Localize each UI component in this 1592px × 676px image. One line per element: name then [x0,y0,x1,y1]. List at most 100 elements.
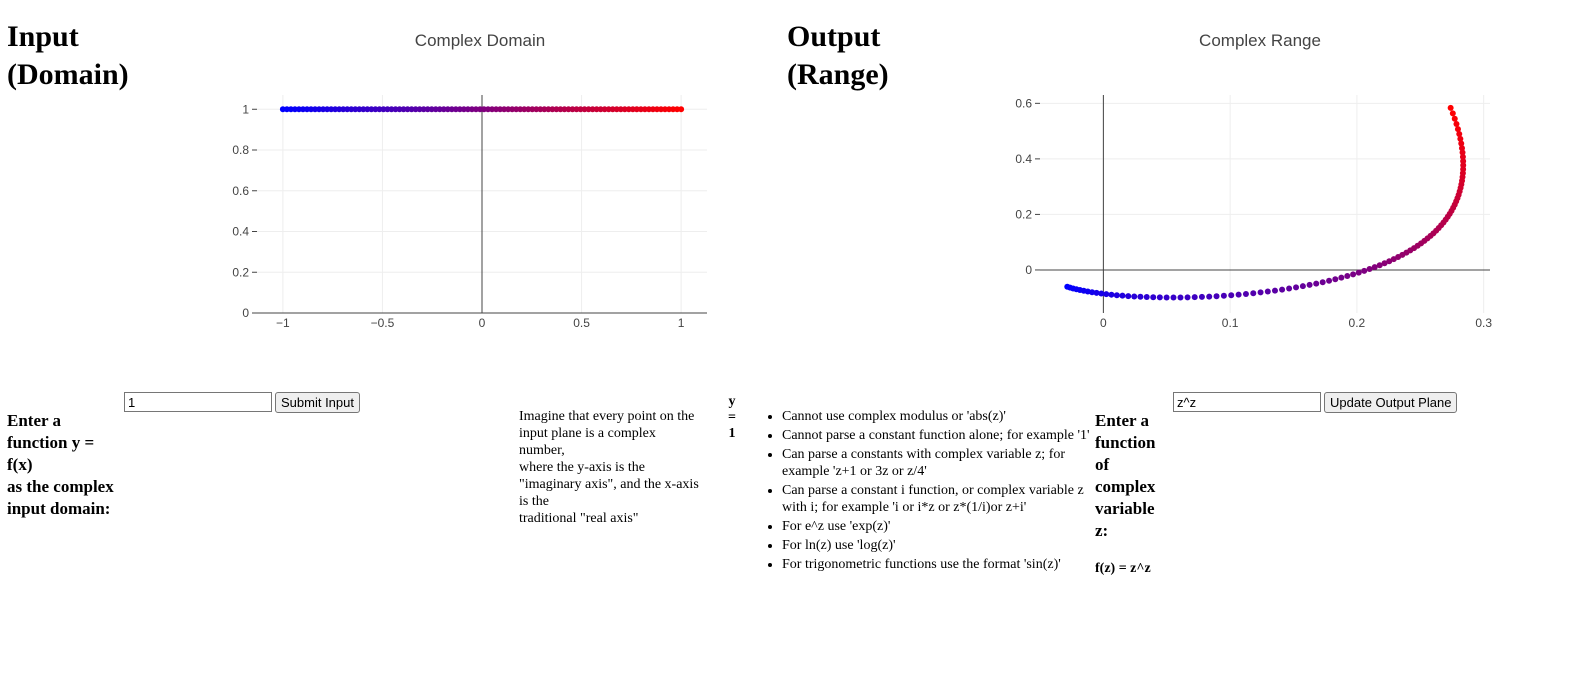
x-tick-label: 0 [1100,316,1107,330]
data-point [1131,293,1138,300]
range-chart[interactable]: 0 0.1 0.2 0.3 0 0.2 0.4 0.6 [1000,90,1510,340]
output-prompt-line2: function [1095,433,1156,452]
output-prompt-line5: variable [1095,499,1155,518]
data-point [1113,292,1120,299]
data-point [1371,264,1378,271]
output-heading-line2: (Range) [787,58,889,91]
explanation-line4: where the y-axis is the [519,460,645,475]
note-item: For ln(z) use 'log(z)' [782,537,1100,554]
input-prompt-line4: as the complex [7,477,114,496]
x-tick-label: −0.5 [371,316,395,330]
parser-notes-list: Cannot use complex modulus or 'abs(z)' C… [766,408,1100,575]
data-point [1198,293,1205,300]
explanation-line7: traditional "real axis" [519,511,639,526]
data-point [1306,281,1313,288]
input-prompt: Enter a function y = f(x) as the complex… [7,410,127,520]
y-tick-label: 0 [242,306,249,320]
data-point [1213,293,1220,300]
current-function-y: y [728,394,736,409]
data-point [1344,273,1351,280]
data-point [1381,260,1388,267]
data-point [1286,285,1293,292]
y-tick-label: 0.8 [232,143,249,157]
x-tick-label: −1 [276,316,290,330]
current-function-value: 1 [728,426,736,441]
x-tick-label: 0.3 [1475,316,1492,330]
note-item: For e^z use 'exp(z)' [782,518,1100,535]
input-prompt-line5: input domain: [7,499,111,518]
data-point [1459,149,1466,156]
data-point [1137,293,1144,300]
explanation-text: Imagine that every point on the input pl… [519,408,729,527]
data-point [1457,135,1464,142]
explanation-line6: is the [519,494,549,509]
data-point [1206,293,1213,300]
y-tick-label: 0.4 [232,225,249,239]
output-function-field[interactable] [1173,392,1321,412]
data-point [1257,289,1264,296]
current-function-display: y = 1 [725,394,739,442]
data-point [1143,294,1150,301]
data-point [1460,158,1467,165]
output-prompt-line4: complex [1095,477,1156,496]
input-heading-line1: Input [7,20,79,53]
input-heading: Input (Domain) [7,18,129,94]
y-tick-label: 0.2 [1015,207,1032,221]
input-prompt-line2: function y = [7,433,95,452]
data-point [1103,291,1110,298]
update-output-button[interactable]: Update Output Plane [1324,392,1458,413]
data-point [1299,283,1306,290]
data-point [1454,126,1461,133]
data-point [1156,294,1163,301]
data-point [1170,294,1177,301]
data-point [1350,271,1357,278]
data-point [678,106,685,113]
submit-input-button[interactable]: Submit Input [275,392,360,413]
data-point [1326,277,1333,284]
output-prompt: Enter a function of complex variable z: [1095,410,1175,542]
y-tick-label: 0.4 [1015,152,1032,166]
x-tick-label: 0.5 [573,316,590,330]
data-point [1332,276,1339,283]
data-point [1453,121,1460,128]
data-point [1242,290,1249,297]
data-point [1355,269,1362,276]
data-point [1220,292,1227,299]
output-heading-line1: Output [787,20,881,53]
x-tick-label: 0.1 [1222,316,1239,330]
data-point [1293,284,1300,291]
data-point [1271,287,1278,294]
data-point [1313,280,1320,287]
x-tick-label: 0.2 [1349,316,1366,330]
note-item: For trigonometric functions use the form… [782,556,1100,573]
data-point [1366,266,1373,273]
data-point [1089,289,1096,296]
domain-chart-title: Complex Domain [414,31,546,50]
input-prompt-line3: f(x) [7,455,33,474]
data-point [1386,258,1393,265]
y-tick-label: 1 [242,102,249,116]
data-point [1338,274,1345,281]
input-heading-line2: (Domain) [7,58,129,91]
explanation-line2: input plane is a complex [519,426,656,441]
range-chart-title: Complex Range [1199,31,1321,50]
explanation-line1: Imagine that every point on the [519,409,695,424]
domain-chart[interactable]: −1 −0.5 0 0.5 1 0 0.2 0.4 0.6 0.8 1 [220,90,720,340]
data-point [1264,288,1271,295]
data-point [1250,290,1257,297]
note-item: Cannot use complex modulus or 'abs(z)' [782,408,1100,425]
y-tick-label: 0.2 [232,265,249,279]
data-point [1163,294,1170,301]
x-tick-label: 0 [479,316,486,330]
data-point [1119,292,1126,299]
data-point [1108,291,1115,298]
data-point [1125,293,1132,300]
data-point [1361,267,1368,274]
data-point [1458,145,1465,152]
data-point [1279,286,1286,293]
data-point [1235,291,1242,298]
data-point [1150,294,1157,301]
y-tick-label: 0.6 [1015,96,1032,110]
current-function-equals: = [728,410,736,425]
input-function-field[interactable] [124,392,272,412]
